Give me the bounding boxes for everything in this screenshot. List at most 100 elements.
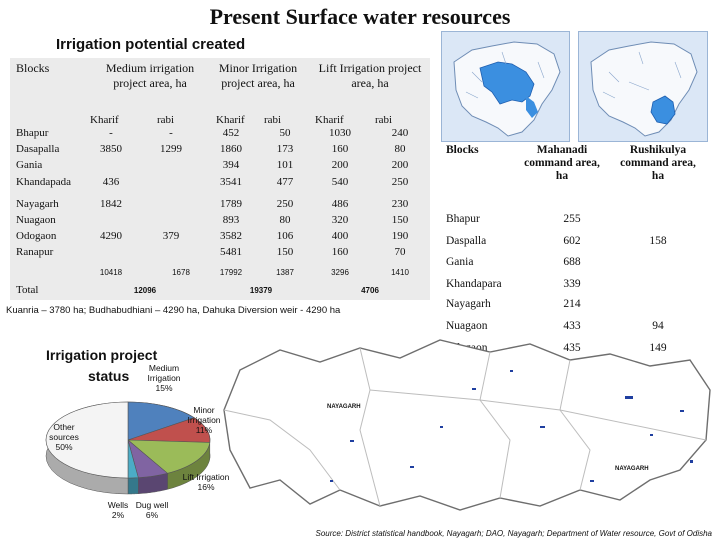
row-block-name: Dasapalla: [16, 143, 60, 155]
row-value-mi-r: 106: [276, 230, 294, 242]
row-block-name: Odogaon: [16, 230, 57, 242]
pie-side-wells: [127, 477, 139, 495]
subtotal-minor-kharif: 17992: [219, 268, 243, 277]
rt-row-mahanadi: 433: [563, 320, 581, 332]
rt-row-mahanadi: 339: [563, 278, 581, 290]
row-block-name: Nayagarh: [16, 198, 59, 210]
total-lift: 4706: [361, 286, 379, 295]
rt-row-mahanadi: 688: [563, 256, 581, 268]
total-minor: 19379: [249, 286, 273, 295]
pie-title-line2: status: [88, 368, 130, 384]
pie-label-medium: Medium Irrigation 15%: [147, 363, 181, 393]
source-note: Source: District statistical handbook, N…: [315, 529, 712, 538]
nayagarh-district-map: NAYAGARH NAYAGARH: [210, 330, 718, 522]
row-value-m-k: 3850: [100, 143, 122, 155]
row-value-mi-k: 452: [222, 127, 240, 139]
subtotal-lift-rabi: 1410: [391, 268, 409, 277]
row-value-m-k: 436: [102, 176, 120, 188]
col-header-medium: Medium irrigation project area, ha: [105, 61, 195, 90]
row-value-mi-r: 477: [276, 176, 294, 188]
row-value-l-r: 150: [391, 214, 409, 226]
season-kharif: Kharif: [90, 114, 119, 126]
map-label-nayagarh-lower: NAYAGARH: [615, 466, 649, 472]
rt-row-block: Nuagaon: [446, 320, 488, 332]
row-value-m-r: 1299: [160, 143, 182, 155]
row-value-l-r: 200: [391, 159, 409, 171]
season-kharif: Kharif: [315, 114, 344, 126]
rt-row-mahanadi: 255: [563, 213, 581, 225]
row-value-l-k: 1030: [329, 127, 351, 139]
row-value-l-k: 200: [331, 159, 349, 171]
row-value-mi-k: 5481: [220, 246, 242, 258]
row-value-l-r: 190: [391, 230, 409, 242]
pie-slice-lift: [127, 439, 211, 474]
row-value-mi-k: 3582: [220, 230, 242, 242]
row-value-l-r: 230: [391, 198, 409, 210]
rt-row-mahanadi: 214: [563, 298, 581, 310]
row-value-mi-r: 50: [279, 127, 291, 139]
row-block-name: Khandapada: [16, 176, 71, 188]
row-value-l-k: 486: [331, 198, 349, 210]
row-value-mi-r: 80: [279, 214, 291, 226]
row-value-mi-r: 101: [276, 159, 294, 171]
row-block-name: Ranapur: [16, 246, 54, 258]
row-value-l-k: 540: [331, 176, 349, 188]
project-note: Kuanria – 3780 ha; Budhabudhiani – 4290 …: [6, 305, 341, 316]
row-value-mi-k: 3541: [220, 176, 242, 188]
row-value-mi-k: 893: [222, 214, 240, 226]
row-value-mi-k: 394: [222, 159, 240, 171]
row-block-name: Nuagaon: [16, 214, 56, 226]
rt-row-block: Daspalla: [446, 235, 487, 247]
rt-row-rushikulya: 149: [649, 342, 667, 354]
row-value-l-k: 400: [331, 230, 349, 242]
row-value-l-r: 250: [391, 176, 409, 188]
odisha-map-mahanadi: [441, 31, 570, 142]
odisha-map-rushikulya: [578, 31, 708, 142]
rt-header-blocks: Blocks: [446, 144, 479, 156]
row-block-name: Gania: [16, 159, 43, 171]
pie-label-other: Other sources 50%: [49, 422, 79, 452]
row-value-l-r: 80: [394, 143, 406, 155]
col-header-lift: Lift Irrigation project area, ha: [318, 61, 422, 90]
row-value-mi-k: 1789: [220, 198, 242, 210]
pie-label-wells: Wells 2%: [107, 500, 129, 520]
season-rabi: rabi: [264, 114, 282, 126]
row-value-m-r: 379: [162, 230, 180, 242]
pie-label-minor: Minor Irrigation 11%: [187, 405, 221, 435]
map-label-nayagarh-upper: NAYAGARH: [327, 404, 361, 410]
row-value-m-r: -: [169, 127, 173, 139]
row-value-l-k: 160: [331, 143, 349, 155]
rt-row-block: Nayagarh: [446, 298, 491, 310]
rt-row-mahanadi: 602: [563, 235, 581, 247]
rt-row-rushikulya: 94: [652, 320, 664, 332]
row-value-mi-r: 250: [276, 198, 294, 210]
rt-row-block: Bhapur: [446, 213, 480, 225]
irrigation-pie-chart: [45, 401, 211, 495]
pie-label-dugwell: Dug well 6%: [135, 500, 169, 520]
row-value-l-k: 160: [331, 246, 349, 258]
total-label: Total: [16, 284, 39, 296]
pie-slice-other: [45, 401, 129, 479]
section-subtitle: Irrigation potential created: [56, 36, 246, 53]
rt-row-block: Khandapara: [446, 278, 502, 290]
season-rabi: rabi: [157, 114, 175, 126]
pie-label-lift: Lift Irrigation 16%: [182, 472, 230, 492]
rt-row-rushikulya: 158: [649, 235, 667, 247]
subtotal-lift-kharif: 3296: [331, 268, 349, 277]
total-medium: 12096: [133, 286, 157, 295]
row-value-m-k: 4290: [100, 230, 122, 242]
irrigation-table: Blocks Medium irrigation project area, h…: [10, 58, 430, 300]
season-kharif: Kharif: [216, 114, 245, 126]
rt-header-mahanadi: Mahanadi command area, ha: [524, 144, 600, 182]
pie-title: Irrigation project: [46, 347, 158, 363]
col-header-blocks: Blocks: [16, 61, 50, 75]
row-value-l-r: 240: [391, 127, 409, 139]
page-title: Present Surface water resources: [209, 4, 511, 29]
subtotal-medium-kharif: 10418: [99, 268, 123, 277]
row-value-mi-k: 1860: [220, 143, 242, 155]
row-block-name: Bhapur: [16, 127, 49, 139]
season-rabi: rabi: [375, 114, 393, 126]
row-value-m-k: 1842: [100, 198, 122, 210]
subtotal-medium-rabi: 1678: [172, 268, 190, 277]
pie-slice-medium: [127, 401, 195, 441]
